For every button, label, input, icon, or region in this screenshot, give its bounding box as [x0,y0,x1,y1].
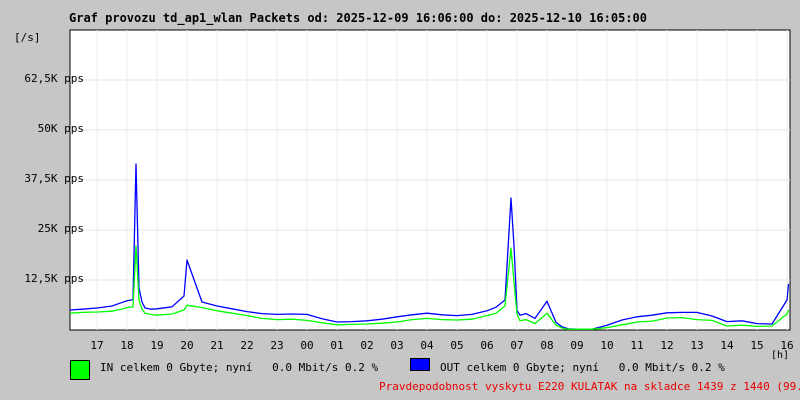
series-out-line [69,163,790,330]
x-tick-label: 20 [180,339,194,352]
x-tick-label: 23 [270,339,284,352]
series-in-line [69,245,790,330]
grid [70,30,790,330]
series-layer [69,163,790,330]
x-axis-unit: [h] [771,350,790,361]
x-tick-label: 22 [240,339,254,352]
x-tick-label: 12 [660,339,674,352]
x-tick-label: 02 [360,339,374,352]
y-tick-label: 62,5K pps [24,72,84,85]
x-tick-label: 09 [570,339,584,352]
x-tick-label: 03 [390,339,404,352]
x-tick-label: 17 [90,339,104,352]
x-tick-label: 16 [780,339,794,352]
x-tick-label: 18 [120,339,134,352]
legend-in-label: IN celkem 0 Gbyte; nyní 0.0 Mbit/s 0.2 % [100,361,379,374]
x-tick-label: 07 [510,339,524,352]
legend-out-label: OUT celkem 0 Gbyte; nyní 0.0 Mbit/s 0.2 … [440,361,725,374]
y-tick-label: 12,5K pps [24,272,84,285]
y-tick-label: 50K pps [37,122,84,135]
y-tick-label: 37,5K pps [24,172,84,185]
x-tick-label: 05 [450,339,464,352]
x-tick-label: 01 [330,339,344,352]
probability-note: Pravdepodobnost vyskytu E220 KULATAK na … [379,380,800,393]
legend-out-swatch [410,358,430,371]
x-tick-label: 11 [630,339,644,352]
x-tick-label: 21 [210,339,224,352]
x-tick-label: 19 [150,339,164,352]
x-tick-label: 10 [600,339,614,352]
x-tick-label: 14 [720,339,734,352]
x-tick-label: 08 [540,339,554,352]
y-tick-label: 25K pps [37,222,84,235]
legend-in-swatch [70,360,90,380]
x-tick-label: 06 [480,339,494,352]
x-tick-label: 13 [690,339,704,352]
x-tick-label: 04 [420,339,434,352]
x-tick-label: 00 [300,339,314,352]
chart-title: Graf provozu td_ap1_wlan Packets od: 202… [69,11,647,25]
y-axis-unit: [/s] [14,31,41,44]
x-tick-label: 15 [750,339,764,352]
